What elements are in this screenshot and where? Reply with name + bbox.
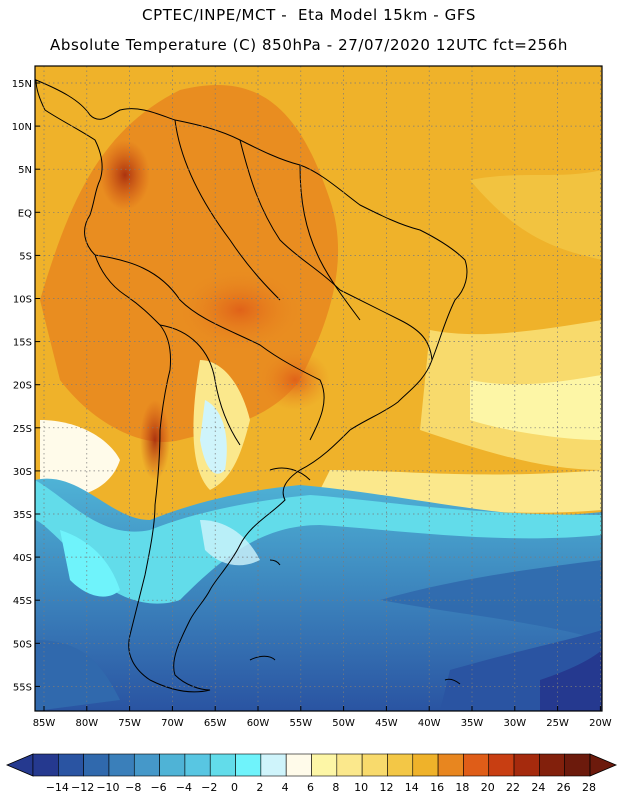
lat-tick-label: 50S [13,639,32,650]
legend-tick-label: 16 [430,781,444,794]
lon-tick-label: 50W [332,718,355,729]
legend-tick-label: −8 [125,781,141,794]
legend-swatch [209,753,236,777]
lon-tick-label: 20W [589,718,612,729]
legend-tick-label: 6 [307,781,314,794]
legend-tick-label: −10 [96,781,119,794]
legend-swatch [513,753,540,777]
lon-tick-label: 35W [461,718,484,729]
legend-swatch [564,753,591,777]
legend-arrow-high [589,753,618,777]
lon-tick-label: 80W [75,718,98,729]
lat-lon-grid [35,66,602,711]
lon-tick-label: 45W [375,718,398,729]
legend-tick-label: 8 [332,781,339,794]
lon-tick-label: 55W [289,718,312,729]
legend-swatch [311,753,338,777]
lat-tick-label: 30S [13,467,32,478]
latitude-axis: 15N 10N 5N EQ 5S 10S 15S 20S 25S 30S 35S 40S 45S 50S 5… [12,79,40,693]
lon-tick-label: 75W [118,718,141,729]
legend-swatch [133,753,160,777]
legend-swatch [285,753,312,777]
legend-swatch [32,753,59,777]
legend-swatch [437,753,464,777]
longitude-axis: 85W 80W 75W 70W 65W 60W 55W 50W 45W 40W 35W 30W 25W 2… [33,706,612,729]
legend-tick-label: −12 [71,781,94,794]
legend-swatch [387,753,414,777]
legend-swatch [361,753,388,777]
lon-tick-label: 25W [546,718,569,729]
legend-tick-label: 12 [379,781,393,794]
lat-tick-label: 5S [19,251,32,262]
lat-tick-label: 15N [12,79,32,90]
legend-swatch [463,753,490,777]
lat-tick-label: 5N [18,165,32,176]
legend-tick-label: 10 [354,781,368,794]
legend-swatch [336,753,363,777]
legend-swatch [412,753,439,777]
legend-swatch [184,753,211,777]
legend-tick-label: −6 [150,781,166,794]
lat-tick-label: 20S [13,381,32,392]
lat-tick-label: 25S [13,424,32,435]
legend-swatch [83,753,110,777]
legend-swatch [260,753,287,777]
legend-swatch [235,753,262,777]
color-legend: −14 −12 −10 −8 −6 −4 −2 0 2 4 6 8 10 12 14 16 18 20 22 24 26… [5,753,618,794]
legend-arrow-low [5,753,34,777]
lon-tick-label: 40W [418,718,441,729]
lat-tick-label: 55S [13,682,32,693]
lon-tick-label: 60W [247,718,270,729]
legend-tick-label: −14 [46,781,69,794]
chart-title-line-1: CPTEC/INPE/MCT - Eta Model 15km - GFS [142,6,476,24]
legend-swatch [108,753,135,777]
legend-tick-label: −4 [176,781,192,794]
lon-tick-label: 85W [33,718,56,729]
legend-tick-label: 28 [582,781,596,794]
legend-tick-label: 18 [455,781,469,794]
legend-tick-label: 26 [557,781,571,794]
lon-tick-label: 30W [503,718,526,729]
lat-tick-label: 35S [13,510,32,521]
lat-tick-label: EQ [18,208,32,219]
legend-swatch [159,753,186,777]
lat-tick-label: 10N [12,122,32,133]
chart-title-line-2: Absolute Temperature (C) 850hPa - 27/07/… [49,36,569,54]
legend-tick-label: 14 [405,781,419,794]
legend-tick-label: 24 [531,781,545,794]
lat-tick-label: 15S [13,338,32,349]
legend-swatch [488,753,515,777]
lat-tick-label: 10S [13,295,32,306]
map-frame [34,65,603,712]
legend-tick-label: 20 [481,781,495,794]
legend-swatch [539,753,565,777]
lat-tick-label: 45S [13,596,32,607]
lat-tick-label: 40S [13,553,32,564]
legend-tick-label: −2 [201,781,217,794]
legend-tick-label: 22 [506,781,520,794]
legend-tick-label: 4 [282,781,289,794]
legend-swatch [58,753,84,777]
legend-tick-label: 2 [256,781,263,794]
legend-tick-label: 0 [231,781,238,794]
lon-tick-label: 65W [204,718,227,729]
temperature-field [35,66,602,711]
coastlines [35,79,468,693]
lon-tick-label: 70W [161,718,184,729]
